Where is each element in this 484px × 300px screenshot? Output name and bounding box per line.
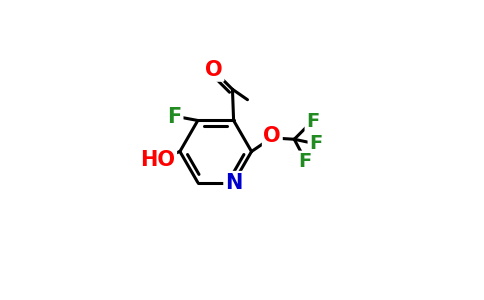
Text: N: N bbox=[225, 172, 242, 193]
Text: F: F bbox=[299, 152, 312, 171]
Text: HO: HO bbox=[140, 150, 176, 169]
Text: O: O bbox=[263, 126, 281, 146]
Text: F: F bbox=[306, 112, 319, 131]
Text: F: F bbox=[309, 134, 322, 153]
Text: F: F bbox=[167, 107, 182, 127]
Text: O: O bbox=[205, 60, 223, 80]
